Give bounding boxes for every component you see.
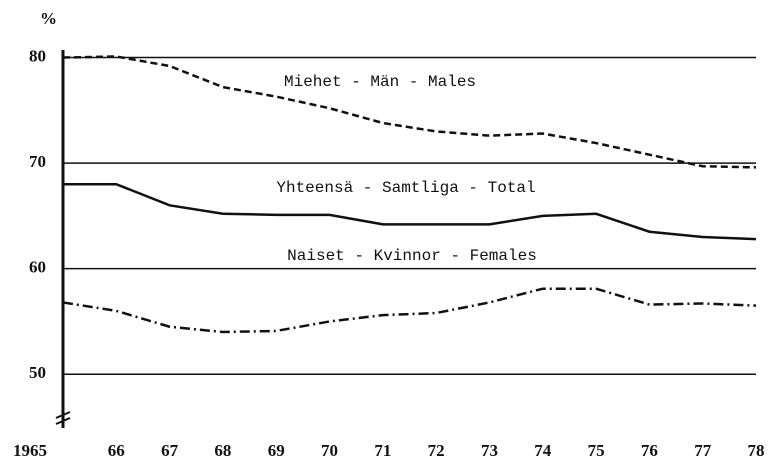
series-line [62,55,757,169]
y-axis-label: % [40,9,57,28]
series-line [62,287,757,334]
x-tick-label: 76 [641,441,658,460]
x-tick-label: 74 [534,441,552,460]
x-tick-label: 68 [214,441,231,460]
x-tick-label: 78 [748,441,765,460]
x-tick-label: 73 [481,441,498,460]
series-line [63,182,757,241]
x-tick-label: 67 [161,441,179,460]
x-tick-label: 66 [108,441,125,460]
x-tick-label: 69 [268,441,285,460]
y-tick-label: 60 [29,258,46,277]
x-tick-label: 75 [588,441,605,460]
y-tick-label: 50 [29,363,46,382]
y-tick-label: 70 [29,152,46,171]
series-label: Yhteensä - Samtliga - Total [276,179,535,197]
y-tick-label: 80 [29,46,46,65]
x-tick-label: 77 [694,441,712,460]
axis-break [55,411,71,425]
x-tick-label: 1965 [13,441,47,460]
series-label: Miehet - Män - Males [284,73,476,91]
series-label: Naiset - Kvinnor - Females [287,247,537,265]
x-tick-label: 72 [428,441,445,460]
x-tick-label: 70 [321,441,338,460]
x-tick-label: 71 [374,441,391,460]
